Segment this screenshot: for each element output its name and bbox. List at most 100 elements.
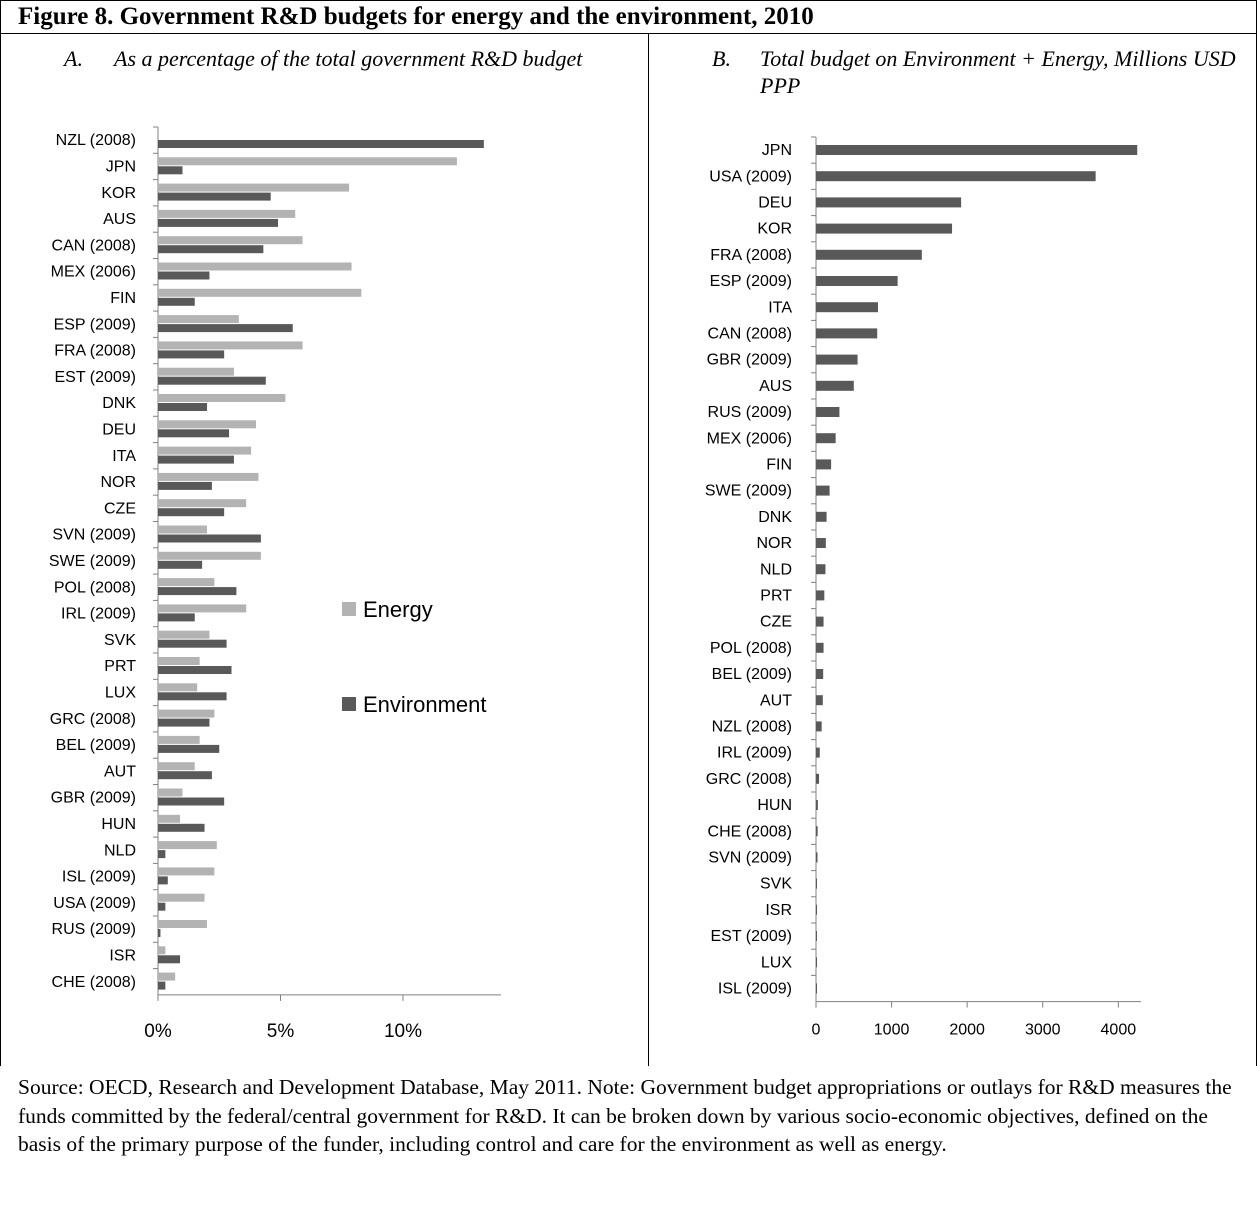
bar-total bbox=[816, 669, 824, 679]
bar-environment bbox=[158, 245, 264, 254]
bar-total bbox=[816, 223, 953, 234]
bar-energy bbox=[158, 157, 457, 166]
category-label-a: ISL (2009) bbox=[62, 869, 136, 886]
bar-total bbox=[816, 433, 836, 444]
category-label-b: POL (2008) bbox=[710, 640, 792, 657]
bar-total bbox=[816, 302, 878, 313]
bar-total bbox=[816, 564, 826, 575]
bar-energy bbox=[158, 394, 286, 402]
bar-environment bbox=[158, 166, 183, 175]
source-note: Source: OECD, Research and Development D… bbox=[18, 1075, 1232, 1156]
bar-total bbox=[816, 407, 840, 417]
bar-total bbox=[816, 878, 817, 889]
x-tick-label-b: 4000 bbox=[1101, 1022, 1137, 1039]
bar-environment bbox=[158, 218, 279, 227]
category-label-a: CHE (2008) bbox=[52, 974, 136, 991]
category-label-a: PRT bbox=[104, 658, 136, 675]
bar-total bbox=[816, 721, 822, 732]
category-label-b: CZE bbox=[760, 614, 792, 631]
bar-total bbox=[816, 904, 817, 915]
bar-environment bbox=[158, 403, 207, 411]
category-label-b: GBR (2009) bbox=[707, 352, 792, 369]
category-label-b: SWE (2009) bbox=[705, 483, 792, 500]
bar-environment bbox=[158, 639, 227, 648]
category-label-a: MEX (2006) bbox=[51, 264, 136, 281]
bar-energy bbox=[158, 551, 261, 560]
category-label-a: NOR bbox=[100, 474, 136, 491]
category-label-a: EST (2009) bbox=[54, 369, 136, 386]
bar-energy bbox=[158, 420, 256, 429]
bar-environment bbox=[158, 534, 261, 543]
bar-energy bbox=[158, 683, 198, 692]
category-label-b: AUS bbox=[759, 378, 792, 395]
bar-energy bbox=[158, 920, 207, 928]
category-label-a: RUS (2009) bbox=[52, 921, 136, 938]
bar-energy bbox=[158, 209, 296, 218]
category-label-a: GRC (2008) bbox=[50, 711, 136, 728]
panel-divider bbox=[648, 33, 649, 1066]
bar-total bbox=[816, 983, 817, 994]
bar-energy bbox=[158, 288, 362, 297]
category-label-b: IRL (2009) bbox=[717, 745, 792, 762]
category-label-a: DNK bbox=[102, 395, 136, 412]
category-label-b: NLD bbox=[760, 561, 792, 578]
bar-environment bbox=[158, 508, 225, 517]
bar-total bbox=[816, 197, 962, 208]
category-label-b: GRC (2008) bbox=[706, 771, 792, 788]
bar-environment bbox=[158, 902, 166, 911]
x-tick-label-a: 5% bbox=[267, 1021, 295, 1042]
bar-energy bbox=[158, 183, 350, 192]
category-label-b: LUX bbox=[761, 954, 792, 971]
bar-environment bbox=[158, 455, 234, 464]
bar-environment bbox=[158, 140, 484, 148]
category-label-b: EST (2009) bbox=[710, 928, 792, 945]
bar-environment bbox=[158, 271, 210, 280]
x-tick-label-b: 2000 bbox=[949, 1022, 985, 1039]
bar-environment bbox=[158, 587, 237, 596]
category-label-a: BEL (2009) bbox=[56, 737, 136, 754]
bar-total bbox=[816, 380, 854, 391]
category-label-b: NZL (2008) bbox=[712, 719, 792, 736]
category-label-a: SVN (2009) bbox=[52, 527, 136, 544]
category-label-a: USA (2009) bbox=[53, 895, 136, 912]
x-tick-label-b: 0 bbox=[812, 1022, 821, 1039]
bar-energy bbox=[158, 236, 303, 245]
category-label-a: SVK bbox=[104, 632, 136, 649]
category-label-b: KOR bbox=[757, 221, 792, 238]
category-label-b: ESP (2009) bbox=[710, 273, 792, 290]
bar-environment bbox=[158, 823, 205, 832]
legend-swatch-energy bbox=[342, 602, 356, 616]
bar-total bbox=[816, 328, 878, 339]
category-label-b: CHE (2008) bbox=[708, 823, 792, 840]
category-label-b: DNK bbox=[758, 509, 792, 526]
bar-environment bbox=[158, 955, 181, 964]
bar-energy bbox=[158, 315, 239, 324]
category-label-b: JPN bbox=[762, 142, 792, 159]
bar-energy bbox=[158, 578, 215, 587]
bar-energy bbox=[158, 735, 200, 744]
category-label-b: ITA bbox=[768, 299, 792, 316]
category-label-b: ISL (2009) bbox=[718, 981, 792, 998]
category-label-b: HUN bbox=[757, 797, 792, 814]
bar-total bbox=[816, 695, 823, 706]
category-label-b: MEX (2006) bbox=[707, 430, 792, 447]
bar-environment bbox=[158, 481, 212, 490]
bar-energy bbox=[158, 446, 252, 455]
bar-energy bbox=[158, 604, 247, 613]
x-tick-label-b: 1000 bbox=[874, 1022, 910, 1039]
bar-total bbox=[816, 826, 818, 837]
category-label-b: BEL (2009) bbox=[712, 666, 792, 683]
category-label-a: AUS bbox=[103, 211, 136, 228]
bar-total bbox=[816, 145, 1138, 155]
category-label-a: HUN bbox=[101, 816, 136, 833]
category-label-a: POL (2008) bbox=[54, 579, 136, 596]
bar-environment bbox=[158, 692, 227, 701]
legend-label-energy: Energy bbox=[363, 597, 433, 622]
bar-environment bbox=[158, 192, 271, 201]
category-label-a: KOR bbox=[101, 185, 136, 202]
category-label-a: GBR (2009) bbox=[51, 790, 136, 807]
bar-environment bbox=[158, 744, 220, 753]
category-label-b: USA (2009) bbox=[709, 168, 792, 185]
bar-total bbox=[816, 747, 820, 758]
bar-environment bbox=[158, 350, 225, 359]
